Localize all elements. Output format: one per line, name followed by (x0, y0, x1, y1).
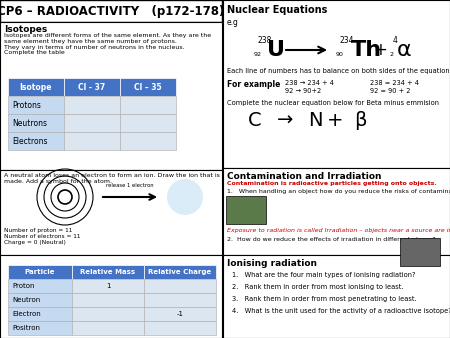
Bar (120, 114, 176, 132)
Text: Exposure to radiation is called Irradiation – objects near a source are irradiat: Exposure to radiation is called Irradiat… (227, 228, 450, 233)
Circle shape (167, 179, 203, 215)
Bar (0, 255, 222, 338)
Bar (64, 96, 120, 114)
Text: +: + (327, 111, 343, 129)
Bar (223, 0, 450, 168)
Bar (72, 293, 144, 307)
Text: CP6 – RADIOACTIVITY   (p172-178): CP6 – RADIOACTIVITY (p172-178) (0, 4, 225, 18)
Bar (120, 78, 176, 96)
Bar (120, 96, 176, 114)
Text: Ionising radiation: Ionising radiation (227, 259, 317, 268)
Bar (64, 132, 120, 150)
Text: 2.   Rank them in order from most ionising to least.: 2. Rank them in order from most ionising… (232, 284, 404, 290)
Text: Th: Th (351, 40, 382, 60)
Bar (64, 114, 120, 132)
Text: Neutrons: Neutrons (12, 119, 47, 127)
Bar (223, 255, 450, 338)
Text: Electron: Electron (12, 311, 41, 317)
Text: 92: 92 (254, 52, 262, 57)
Text: Neutron: Neutron (12, 297, 40, 303)
Text: Protons: Protons (12, 100, 41, 110)
Text: Cl - 37: Cl - 37 (78, 82, 106, 92)
Text: N: N (308, 111, 322, 129)
Bar (8, 307, 72, 321)
Bar (8, 321, 72, 335)
Text: -1: -1 (176, 311, 184, 317)
Text: Number of electrons = 11: Number of electrons = 11 (4, 234, 81, 239)
Bar (8, 96, 64, 114)
Bar (8, 114, 64, 132)
Text: Cl – 35: Cl – 35 (134, 82, 162, 92)
Text: 2: 2 (389, 52, 393, 57)
Bar (8, 293, 72, 307)
Text: 90: 90 (336, 52, 344, 57)
Text: 3.   Rank them in order from most penetrating to least.: 3. Rank them in order from most penetrat… (232, 296, 417, 302)
Text: α: α (397, 40, 412, 60)
Text: 4: 4 (392, 36, 397, 45)
Text: Contamination is radioactive particles getting onto objects.: Contamination is radioactive particles g… (227, 181, 437, 186)
Bar (144, 279, 216, 293)
Text: Particle: Particle (25, 269, 55, 275)
Text: 4.   What is the unit used for the activity of a radioactive isotope?: 4. What is the unit used for the activit… (232, 308, 450, 314)
Bar (64, 78, 120, 96)
Bar (144, 265, 216, 279)
Text: release 1 electron: release 1 electron (106, 183, 154, 188)
Bar (0, 0, 222, 22)
Text: For example: For example (227, 80, 280, 89)
Bar (144, 293, 216, 307)
Bar (8, 265, 72, 279)
Bar (8, 279, 72, 293)
Text: +: + (373, 41, 387, 59)
Text: Proton: Proton (12, 283, 35, 289)
Text: Relative Charge: Relative Charge (148, 269, 211, 275)
Bar (120, 132, 176, 150)
Text: 92 = 90 + 2: 92 = 90 + 2 (370, 88, 410, 94)
Text: Nuclear Equations: Nuclear Equations (227, 5, 328, 15)
Bar (72, 265, 144, 279)
Text: 1.   When handling an object how do you reduce the risks of contamination?: 1. When handling an object how do you re… (227, 189, 450, 194)
Text: Contamination and Irradiation: Contamination and Irradiation (227, 172, 382, 181)
Text: Complete the nuclear equation below for Beta minus emmision: Complete the nuclear equation below for … (227, 100, 439, 106)
Text: Each line of numbers has to balance on both sides of the equation.: Each line of numbers has to balance on b… (227, 68, 450, 74)
Text: Isotope: Isotope (20, 82, 52, 92)
Text: U: U (267, 40, 285, 60)
Text: 1: 1 (106, 283, 110, 289)
Bar (144, 321, 216, 335)
Text: Charge = 0 (Neutral): Charge = 0 (Neutral) (4, 240, 66, 245)
Text: A neutral atom loses an electron to form an ion. Draw the ion that is
made. Add : A neutral atom loses an electron to form… (4, 173, 220, 184)
Text: 234: 234 (340, 36, 354, 45)
Bar (223, 168, 450, 255)
Bar (226, 196, 266, 224)
Text: C: C (248, 111, 262, 129)
Bar (8, 78, 64, 96)
Bar (222, 0, 223, 338)
Text: e.g: e.g (227, 18, 239, 27)
Bar (0, 22, 222, 170)
Bar (0, 170, 222, 255)
Bar (144, 307, 216, 321)
Bar (72, 307, 144, 321)
Text: Isotopes are different forms of the same element. As they are the
same element t: Isotopes are different forms of the same… (4, 33, 211, 55)
Text: Positron: Positron (12, 325, 40, 331)
Text: Electrons: Electrons (12, 137, 48, 145)
Text: 92 → 90+2: 92 → 90+2 (285, 88, 321, 94)
Bar (8, 132, 64, 150)
Text: 238: 238 (258, 36, 272, 45)
Text: 2.  How do we reduce the effects of irradiation in different places?: 2. How do we reduce the effects of irrad… (227, 237, 436, 242)
Text: 238 = 234 + 4: 238 = 234 + 4 (370, 80, 419, 86)
Text: Number of proton = 11: Number of proton = 11 (4, 228, 72, 233)
Bar (72, 279, 144, 293)
Text: Isotopes: Isotopes (4, 25, 47, 34)
Text: β: β (354, 111, 366, 129)
Bar (72, 321, 144, 335)
Text: 1.   What are the four main types of ionising radiation?: 1. What are the four main types of ionis… (232, 272, 415, 278)
Text: →: → (277, 111, 293, 129)
Bar (400, 238, 440, 266)
Text: 238 → 234 + 4: 238 → 234 + 4 (285, 80, 334, 86)
Text: Relative Mass: Relative Mass (81, 269, 135, 275)
